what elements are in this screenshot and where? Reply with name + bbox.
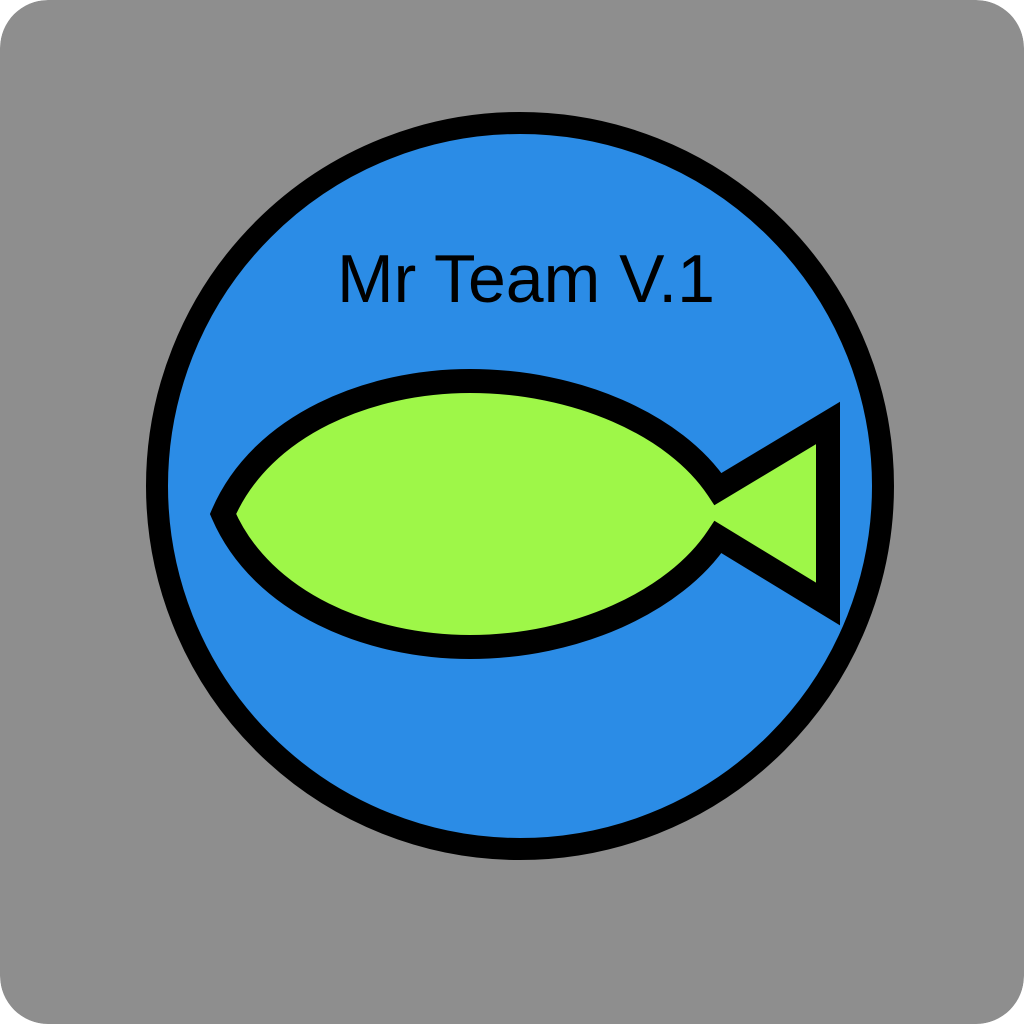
logo-title: Mr Team V.1 (337, 241, 715, 317)
fish-outline (209, 368, 840, 660)
badge-outline (146, 112, 894, 860)
fish-icon (209, 368, 840, 660)
